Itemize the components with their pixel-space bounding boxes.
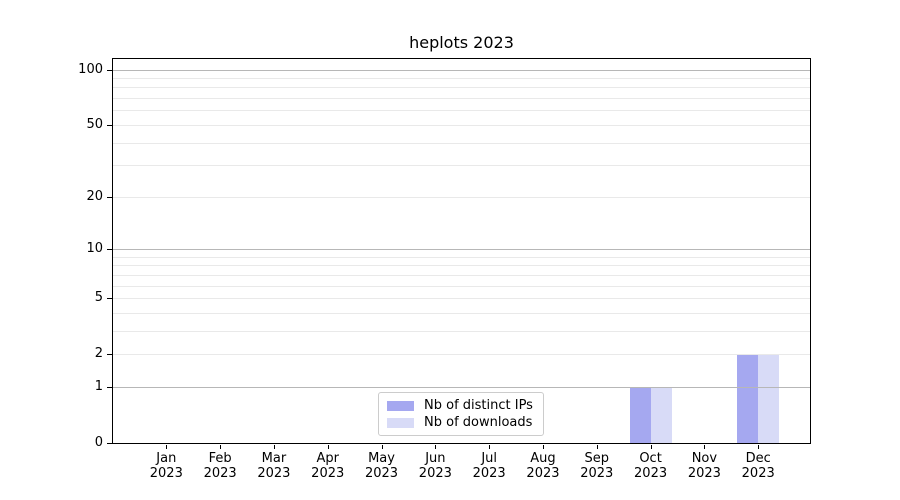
y-tick-mark-50 (107, 124, 112, 126)
gridline-minor-30 (113, 165, 810, 167)
y-tick-label-5: 5 (94, 290, 103, 306)
y-tick-label-20: 20 (86, 188, 103, 204)
y-tick-mark-2 (107, 354, 112, 356)
bar-distinct-ips-dec (737, 354, 759, 443)
x-tick-label-sep: Sep 2023 (567, 451, 627, 481)
y-tick-mark-5 (107, 298, 112, 300)
legend-label-downloads: Nb of downloads (424, 414, 533, 430)
x-tick-month: Jun (425, 451, 446, 466)
x-tick-year: 2023 (311, 466, 345, 481)
x-tick-year: 2023 (741, 466, 775, 481)
legend-swatch-downloads (387, 417, 414, 428)
y-tick-label-10: 10 (86, 240, 103, 256)
x-tick-year: 2023 (687, 466, 721, 481)
x-tick-month: Oct (639, 451, 662, 466)
bar-downloads-dec (758, 354, 780, 443)
gridline-minor-9 (113, 256, 810, 258)
x-tick-month: Nov (691, 451, 718, 466)
x-tick-label-nov: Nov 2023 (674, 451, 734, 481)
y-tick-mark-10 (107, 248, 112, 250)
x-tick-mark-jun (435, 445, 437, 449)
plot-area (112, 58, 811, 444)
x-tick-label-feb: Feb 2023 (190, 451, 250, 481)
x-tick-mark-feb (220, 445, 222, 449)
gridline-major-10 (113, 248, 810, 250)
x-tick-label-aug: Aug 2023 (513, 451, 573, 481)
x-tick-label-jan: Jan 2023 (136, 451, 196, 481)
y-tick-mark-1 (107, 386, 112, 388)
x-tick-mark-sep (596, 445, 598, 449)
x-tick-month: May (368, 451, 395, 466)
x-tick-year: 2023 (634, 466, 668, 481)
gridline-minor-4 (113, 312, 810, 314)
gridline-minor-80 (113, 87, 810, 89)
x-tick-year: 2023 (203, 466, 237, 481)
x-tick-month: Feb (208, 451, 232, 466)
x-tick-label-oct: Oct 2023 (621, 451, 681, 481)
gridline-minor-60 (113, 110, 810, 112)
gridline-major-100 (113, 69, 810, 71)
legend: Nb of distinct IPs Nb of downloads (378, 392, 544, 436)
x-tick-mark-mar (273, 445, 275, 449)
gridline-minor-40 (113, 142, 810, 144)
x-tick-year: 2023 (526, 466, 560, 481)
x-tick-month: Aug (530, 451, 556, 466)
chart-title: heplots 2023 (409, 33, 514, 52)
gridline-minor-20 (113, 196, 810, 198)
x-tick-label-jul: Jul 2023 (459, 451, 519, 481)
gridline-minor-2 (113, 354, 810, 356)
x-tick-month: Jan (156, 451, 177, 466)
x-tick-month: Mar (261, 451, 287, 466)
y-tick-label-1: 1 (94, 378, 103, 394)
x-tick-mark-dec (758, 445, 760, 449)
y-tick-label-0: 0 (94, 435, 103, 450)
x-tick-label-dec: Dec 2023 (728, 451, 788, 481)
x-tick-year: 2023 (418, 466, 452, 481)
x-tick-mark-aug (542, 445, 544, 449)
gridline-minor-8 (113, 265, 810, 267)
x-tick-year: 2023 (257, 466, 291, 481)
bar-distinct-ips-oct (629, 386, 651, 443)
gridline-minor-70 (113, 98, 810, 100)
y-tick-label-50: 50 (86, 116, 103, 132)
x-tick-mark-jan (166, 445, 168, 449)
x-tick-month: Dec (745, 451, 771, 466)
y-tick-label-100: 100 (78, 61, 103, 77)
x-tick-month: Apr (316, 451, 339, 466)
x-tick-year: 2023 (364, 466, 399, 481)
gridline-minor-6 (113, 285, 810, 287)
bar-downloads-oct (650, 386, 672, 443)
x-tick-mark-jul (489, 445, 491, 449)
legend-item-distinct-ips: Nb of distinct IPs (387, 398, 535, 414)
gridline-minor-90 (113, 78, 810, 80)
gridline-major-1 (113, 386, 810, 388)
legend-item-downloads: Nb of downloads (387, 415, 535, 431)
y-tick-mark-20 (107, 196, 112, 198)
x-tick-mark-may (381, 445, 383, 449)
x-tick-mark-apr (327, 445, 329, 449)
x-tick-label-mar: Mar 2023 (244, 451, 304, 481)
x-tick-year: 2023 (580, 466, 614, 481)
x-tick-month: Jul (481, 451, 497, 466)
x-tick-label-jun: Jun 2023 (405, 451, 465, 481)
x-tick-mark-oct (650, 445, 652, 449)
gridline-minor-7 (113, 274, 810, 276)
x-tick-label-apr: Apr 2023 (298, 451, 358, 481)
x-tick-year: 2023 (149, 466, 183, 481)
gridline-minor-3 (113, 330, 810, 332)
y-tick-mark-100 (107, 69, 112, 71)
x-tick-mark-nov (704, 445, 706, 449)
y-tick-mark-0 (107, 443, 112, 444)
legend-label-distinct-ips: Nb of distinct IPs (424, 397, 533, 413)
y-tick-label-2: 2 (94, 346, 103, 362)
x-tick-year: 2023 (472, 466, 506, 481)
gridline-minor-5 (113, 298, 810, 300)
gridline-minor-50 (113, 124, 810, 126)
x-tick-label-may: May 2023 (352, 451, 412, 481)
x-tick-month: Sep (584, 451, 610, 466)
legend-swatch-distinct-ips (387, 400, 414, 411)
